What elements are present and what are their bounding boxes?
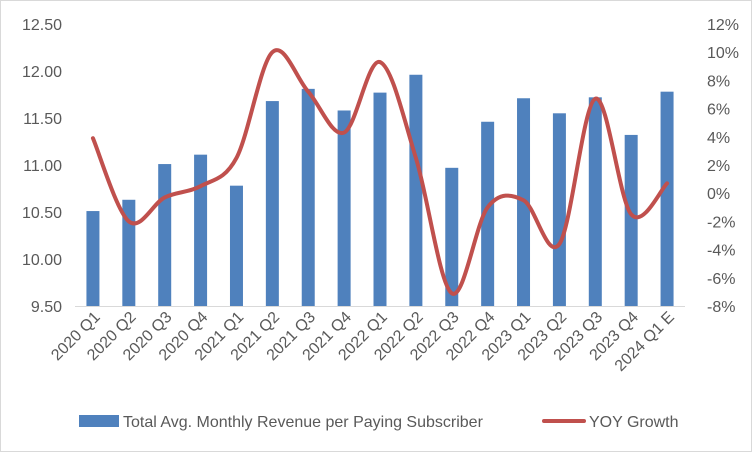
y-left-tick-label: 9.50 [31,299,62,316]
bar [445,167,459,306]
y-left-tick-label: 12.00 [22,64,62,81]
bar [373,92,387,307]
bar [301,88,315,306]
y-left-tick-label: 11.00 [23,158,62,175]
bar [588,97,602,306]
y-right-tick-label: -4% [707,243,735,260]
bar [265,101,279,306]
y-right-tick-label: 2% [707,158,730,175]
yoy-growth-line [90,48,670,296]
bar [624,134,638,306]
y-right-tick-label: 10% [707,45,739,62]
y-left-tick-label: 12.50 [22,17,62,34]
legend-label-line: YOY Growth [589,414,679,431]
bar [481,121,495,306]
y-right-tick-label: -6% [707,271,735,288]
legend-label-bars: Total Avg. Monthly Revenue per Paying Su… [123,414,484,431]
bar [194,154,208,306]
y-right-tick-label: 4% [707,130,730,147]
y-left-tick-label: 10.00 [22,252,62,269]
y-right-tick-label: 12% [707,17,739,34]
legend-swatch-bars [79,415,119,427]
y-right-tick-label: 8% [707,73,730,90]
bar [158,164,172,306]
y-right-tick-label: 0% [707,186,730,203]
bar [660,91,674,307]
bar [552,113,566,306]
y-right-tick-label: -2% [707,214,735,231]
y-left-tick-label: 11.50 [23,111,62,128]
y-right-tick-label: 6% [707,102,730,119]
bar [337,110,351,306]
y-right-tick-label: -8% [707,299,735,316]
bar [229,185,243,306]
bar [409,74,423,306]
bar [122,199,136,306]
bar [86,211,100,306]
y-left-tick-label: 10.50 [22,205,62,222]
